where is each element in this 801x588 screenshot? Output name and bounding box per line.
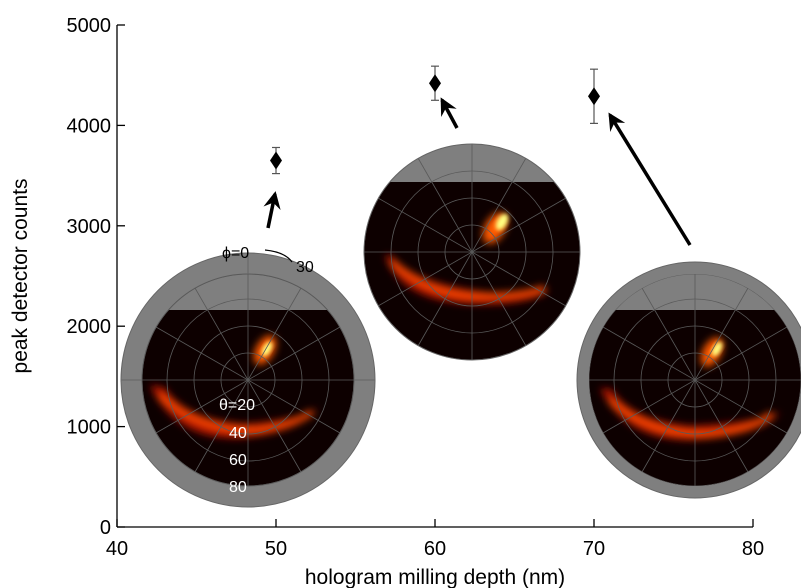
phi-arc bbox=[264, 249, 293, 263]
y-tick-label: 5000 bbox=[67, 15, 112, 37]
x-tick-label: 40 bbox=[106, 538, 128, 560]
diamond-marker bbox=[270, 151, 282, 170]
phi-tick-label: 30 bbox=[296, 259, 314, 276]
x-axis-title: hologram milling depth (nm) bbox=[305, 566, 565, 588]
theta-tick-label: 60 bbox=[229, 452, 247, 469]
arrow-to-point-50 bbox=[263, 191, 281, 229]
data-series bbox=[270, 65, 600, 175]
pointer-arrows bbox=[263, 97, 692, 246]
y-tick-label: 1000 bbox=[67, 417, 112, 439]
theta-label: θ=20 bbox=[219, 397, 255, 414]
data-point bbox=[588, 68, 600, 124]
phi-label: ϕ=0 bbox=[222, 245, 249, 262]
x-tick-label: 80 bbox=[742, 538, 764, 560]
y-tick-label: 0 bbox=[100, 517, 111, 539]
theta-tick-label: 80 bbox=[229, 479, 247, 496]
polar-inset-50nm bbox=[120, 252, 376, 508]
x-tick-label: 50 bbox=[265, 538, 287, 560]
data-point bbox=[270, 146, 282, 175]
diamond-marker bbox=[588, 87, 600, 106]
y-tick-label: 3000 bbox=[67, 216, 112, 238]
y-tick-label: 4000 bbox=[67, 115, 112, 137]
arrow-to-point-60 bbox=[440, 97, 459, 129]
y-axis: 0 1000 2000 3000 4000 5000 bbox=[67, 15, 125, 539]
data-point bbox=[429, 65, 441, 101]
theta-tick-label: 40 bbox=[229, 425, 247, 442]
diamond-marker bbox=[429, 74, 441, 93]
y-tick-label: 2000 bbox=[67, 316, 112, 338]
polar-inset-70nm bbox=[576, 261, 801, 499]
x-tick-label: 60 bbox=[424, 538, 446, 560]
arrow-to-point-70 bbox=[608, 112, 692, 246]
polar-insets: ϕ=0 30 θ=20 40 60 80 bbox=[120, 143, 801, 508]
y-axis-title: peak detector counts bbox=[9, 179, 32, 374]
polar-inset-60nm bbox=[363, 143, 581, 361]
x-tick-label: 70 bbox=[583, 538, 605, 560]
x-axis: 40 50 60 70 80 bbox=[106, 519, 764, 560]
